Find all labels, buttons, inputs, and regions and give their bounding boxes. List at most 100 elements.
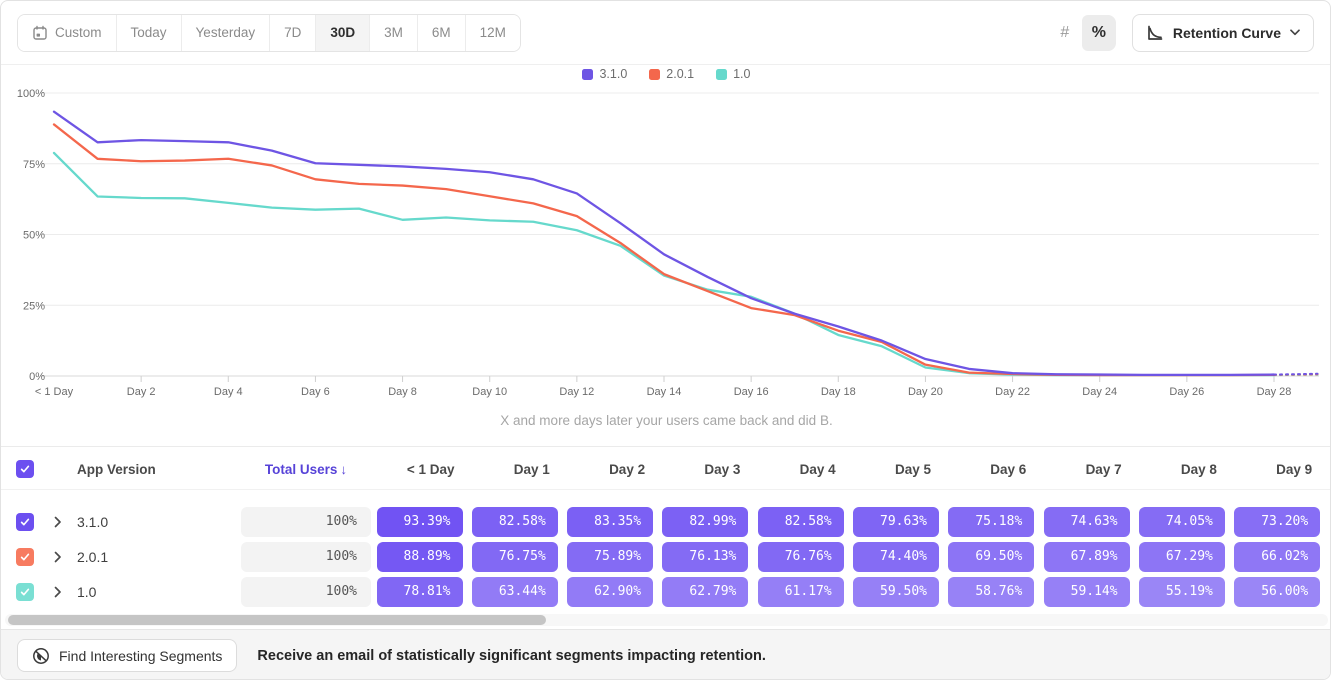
horizontal-scrollbar-thumb[interactable] [8,615,546,625]
column-header-day-5: Day 5 [894,461,931,477]
x-axis-label: Day 16 [734,386,769,398]
x-axis-label: Day 12 [559,386,594,398]
retention-cell-day-9[interactable]: 56.00% [1234,576,1321,607]
total-users-cell: 100% [241,506,371,537]
column-header-total-users[interactable]: Total Users ↓ [241,447,371,491]
legend-item-3.1.0[interactable]: 3.1.0 [582,67,627,81]
date-range-yesterday[interactable]: Yesterday [181,14,271,51]
legend-item-1.0[interactable]: 1.0 [716,67,751,81]
app-version-label: 3.1.0 [77,513,109,530]
x-axis-label: Day 10 [472,386,507,398]
segments-icon [32,647,50,665]
date-range-12m[interactable]: 12M [465,14,520,51]
retention-cell-day-1[interactable]: 76.75% [471,541,558,572]
y-axis-label: 0% [29,371,45,383]
retention-cell-day-5[interactable]: 59.50% [853,576,939,607]
date-range-custom[interactable]: Custom [18,14,117,51]
date-range-30d[interactable]: 30D [316,14,371,51]
legend-label: 1.0 [733,67,751,81]
date-range-label: 6M [431,25,451,40]
retention-cell-day-8[interactable]: 74.05% [1138,506,1225,537]
retention-cell-day-2[interactable]: 75.89% [567,541,654,572]
y-axis-label: 50% [23,230,45,242]
retention-cell-day-8[interactable]: 55.19% [1138,576,1225,607]
retention-cell-day-2[interactable]: 62.90% [567,576,654,607]
footer-message: Receive an email of statistically signif… [257,647,766,664]
table-header: App Version Total Users ↓ < 1 Day Day 1 Day 2… [1,446,1330,491]
toolbar: Custom Today Yesterday 7D 30D 3M 6M 12M # % Ret… [1,1,1330,65]
x-axis-label: Day 8 [388,386,417,398]
retention-table: App Version Total Users ↓ < 1 Day Day 1 Day 2… [1,446,1330,613]
retention-cell-day-9[interactable]: 66.02% [1234,541,1321,572]
series-line-3.1.0 [52,110,1276,377]
y-axis-label: 25% [23,300,45,312]
legend-swatch [649,68,661,80]
retention-cell-day-2[interactable]: 83.35% [567,506,654,537]
retention-cell-day-7[interactable]: 67.89% [1043,541,1130,572]
total-users-cell: 100% [241,541,371,572]
retention-cell-day-5[interactable]: 79.63% [853,506,939,537]
row-checkbox-2.0.1[interactable] [16,547,34,566]
legend-item-2.0.1[interactable]: 2.0.1 [649,67,694,81]
y-axis-label: 100% [17,88,45,100]
retention-cell-day-0[interactable]: 78.81% [376,576,463,607]
date-range-today[interactable]: Today [116,14,182,51]
column-header-day-4: Day 4 [799,461,836,477]
retention-cell-cutoff [1329,576,1330,607]
retention-cell-day-1[interactable]: 63.44% [471,576,558,607]
chevron-down-icon [1290,29,1300,36]
retention-cell-day-6[interactable]: 69.50% [948,541,1035,572]
retention-cell-cutoff [1329,506,1330,537]
expand-chevron-icon[interactable] [54,516,62,528]
retention-cell-day-6[interactable]: 58.76% [948,576,1035,607]
x-axis-label: Day 24 [1082,386,1117,398]
retention-cell-day-5[interactable]: 74.40% [853,541,939,572]
select-all-checkbox[interactable] [16,460,34,478]
row-checkbox-1.0[interactable] [16,582,34,601]
retention-cell-day-0[interactable]: 88.89% [376,541,463,572]
column-header-day-3: Day 3 [704,461,741,477]
chart-canvas: 0% 25% 50% 75% 100% < 1 Day Day 2 Day 4 Day 6 Day… [17,88,1319,398]
x-axis-label: Day 20 [908,386,943,398]
date-range-7d[interactable]: 7D [270,14,317,51]
footer-bar: Find Interesting Segments Receive an ema… [1,629,1330,679]
column-header-day-9: Day 9 [1276,461,1313,477]
date-range-group: Custom Today Yesterday 7D 30D 3M 6M 12M [17,13,521,52]
horizontal-scrollbar-track[interactable] [5,614,1328,626]
retention-cell-day-1[interactable]: 82.58% [471,506,558,537]
y-axis-label: 75% [23,159,45,171]
retention-cell-day-7[interactable]: 59.14% [1043,576,1130,607]
total-users-label: Total Users [264,461,338,477]
retention-cell-day-9[interactable]: 73.20% [1234,506,1321,537]
percent-format-button[interactable]: % [1081,14,1116,51]
retention-cell-day-7[interactable]: 74.63% [1043,506,1130,537]
column-header-day-2: Day 2 [609,461,646,477]
report-type-dropdown[interactable]: Retention Curve [1131,13,1314,52]
expand-chevron-icon[interactable] [54,551,62,563]
retention-cell-day-3[interactable]: 76.13% [662,541,749,572]
row-checkbox-3.1.0[interactable] [16,512,34,531]
x-axis-label: Day 14 [647,386,682,398]
date-range-3m[interactable]: 3M [370,14,418,51]
column-header-day-8: Day 8 [1180,461,1217,477]
retention-cell-day-8[interactable]: 67.29% [1138,541,1225,572]
date-range-6m[interactable]: 6M [417,14,466,51]
retention-cell-day-3[interactable]: 82.99% [662,506,749,537]
calendar-icon [32,25,48,41]
column-header-day-0: < 1 Day [406,461,455,477]
number-format-button[interactable]: # [1047,14,1082,51]
find-interesting-segments-button[interactable]: Find Interesting Segments [17,639,238,672]
retention-cell-day-6[interactable]: 75.18% [948,506,1035,537]
retention-cell-day-4[interactable]: 61.17% [757,576,844,607]
column-header-day-7: Day 7 [1085,461,1122,477]
expand-chevron-icon[interactable] [54,586,62,598]
report-type-label: Retention Curve [1172,24,1281,41]
retention-cell-day-3[interactable]: 62.79% [662,576,749,607]
retention-cell-day-0[interactable]: 93.39% [376,506,463,537]
x-axis-label: Day 6 [301,386,330,398]
retention-cell-day-4[interactable]: 76.76% [757,541,844,572]
retention-cell-day-4[interactable]: 82.58% [757,506,844,537]
date-range-label: 12M [479,25,506,40]
column-header-day-1: Day 1 [513,461,550,477]
